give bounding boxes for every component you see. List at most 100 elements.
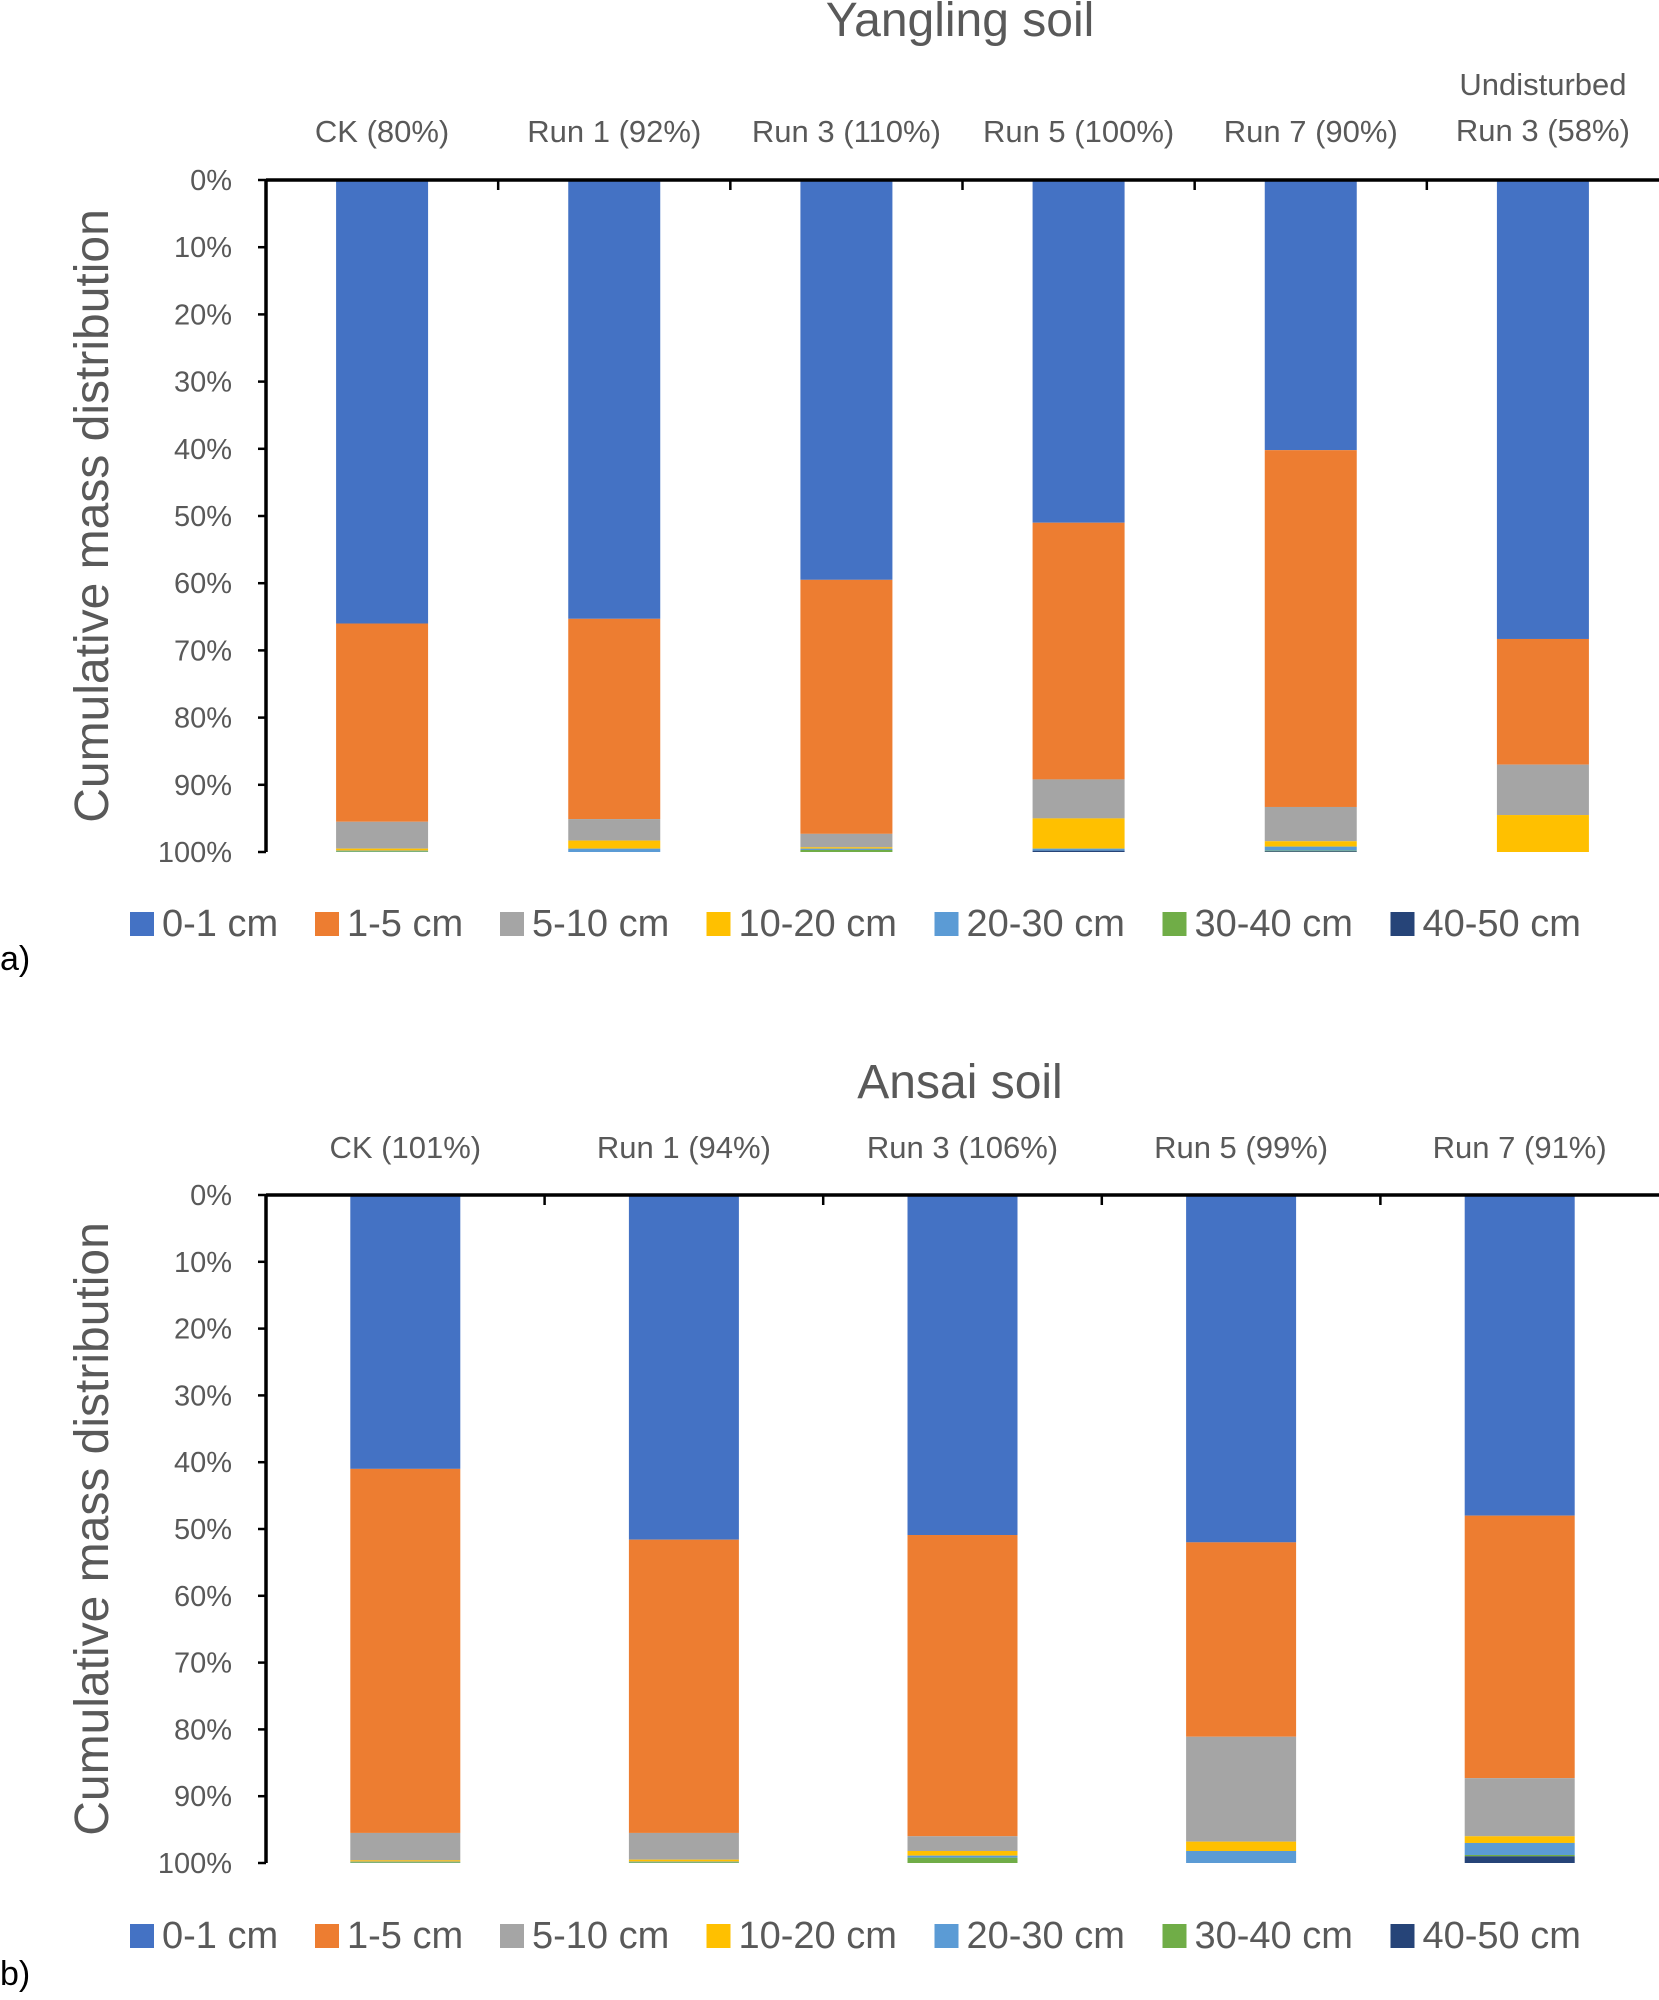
legend-label: 30-40 cm [1195,903,1353,945]
bar-segment [907,1850,1018,1856]
bar-segment [1464,1515,1575,1779]
bar-segment [907,1836,1018,1851]
legend-swatch [500,912,524,936]
bar-segment [1264,846,1357,851]
y-tick-label: 90% [174,770,232,802]
legend-label: 10-20 cm [739,903,897,945]
bar-segment [350,1195,461,1469]
legend-swatch [1162,1924,1187,1948]
y-tick-label: 60% [174,1581,232,1613]
bar-segment [800,848,893,850]
legend-swatch [934,1924,959,1948]
legend-swatch [706,912,731,936]
legend: 0-1 cm 1-5 cm 5-10 cm 10-20 cm 20-30 cm 30-40… [130,1915,1581,1957]
bar-segment [568,819,661,841]
legend: 0-1 cm 1-5 cm 5-10 cm 10-20 cm 20-30 cm 30-40… [130,903,1581,945]
bar-segment [1264,851,1357,852]
category-label: Run 5 (99%) [1154,1130,1328,1165]
category-label: Undisturbed Run 3 (58%) [1456,67,1630,148]
bar-segment [568,618,661,820]
bar-segment [1496,764,1589,816]
y-tick-label: 100% [158,1848,232,1880]
bar-segment [1186,1841,1297,1851]
bar-segment [628,1861,739,1863]
bar-segment [1496,638,1589,765]
legend-swatch [500,1924,524,1948]
chart-title: Ansai soil [857,1056,1062,1109]
bar-segment [568,848,661,852]
bar-segment [336,623,429,822]
y-tick-label: 50% [174,1514,232,1546]
legend-label: 1-5 cm [347,903,463,945]
bar-segment [1186,1195,1297,1543]
legend-swatch [706,1924,731,1948]
bar-segment [1264,850,1357,852]
bar-segment [1032,522,1125,780]
bar-segment [1186,1736,1297,1842]
bar-segment [350,1832,461,1861]
bar-segment [1186,1542,1297,1737]
legend-label: 0-1 cm [162,1915,278,1957]
bar-segment [628,1859,739,1862]
y-tick-label: 50% [174,501,232,533]
legend-swatch [315,912,339,936]
panel-label: a) [0,940,30,978]
y-tick-label: 10% [174,232,232,264]
bar-segment [350,1468,461,1833]
bar-segment [1464,1836,1575,1843]
y-tick-label: 30% [174,1380,232,1412]
bar-segment [907,1857,1018,1863]
bar-segment [1464,1854,1575,1857]
bar-segment [1032,818,1125,849]
y-axis-label: Cumulative mass distribution [66,209,119,823]
legend-label: 1-5 cm [347,1915,463,1957]
bar-segment [628,1539,739,1833]
bar-segment [350,1860,461,1862]
panel-label: b) [0,1955,30,1993]
bar-segment [1186,1850,1297,1863]
legend-swatch [315,1924,339,1948]
chart-yangling: Yangling soil CK (80%) Run 1 (92%) Run 3 (1… [0,0,1659,978]
legend-label: 40-50 cm [1423,1915,1581,1957]
chart-title: Yangling soil [826,0,1095,47]
bar-segment [1464,1842,1575,1855]
y-tick-label: 20% [174,1314,232,1346]
bar-segment [1032,848,1125,851]
legend-swatch [130,912,154,936]
chart-ansai: Ansai soil CK (101%) Run 1 (94%) Run 3 (106… [0,1056,1659,1993]
bar-segment [1264,180,1357,451]
legend-swatch [1390,912,1415,936]
legend-label: 30-40 cm [1195,1915,1353,1957]
bar-segment [1032,180,1125,523]
category-label: CK (80%) [315,114,449,149]
bar-segment [1032,779,1125,819]
bar-segment [1464,1195,1575,1516]
bar-segment [1464,1778,1575,1837]
bar-segment [350,1862,461,1863]
legend-label: 5-10 cm [532,1915,669,1957]
y-tick-label: 30% [174,367,232,399]
bar-segment [800,847,893,849]
legend-swatch [1162,912,1187,936]
legend-label: 10-20 cm [739,1915,897,1957]
bar-segment [568,180,661,619]
bar-segment [800,579,893,834]
bar-segment [800,849,893,852]
category-label: Run 1 (92%) [527,114,701,149]
category-label: CK (101%) [329,1130,481,1165]
y-tick-label: 80% [174,703,232,735]
legend-swatch [130,1924,154,1948]
y-tick-label: 0% [190,165,232,197]
bar-segment [1264,450,1357,807]
category-label: Run 3 (110%) [752,114,941,149]
legend-label: 5-10 cm [532,903,669,945]
bar-segment [1496,815,1589,852]
bar-segment [628,1195,739,1540]
bar-segment [1264,841,1357,847]
legend-label: 0-1 cm [162,903,278,945]
bar-segment [1496,180,1589,639]
bar-segment [628,1832,739,1860]
y-tick-label: 80% [174,1714,232,1746]
bar-segment [336,821,429,849]
bar-segment [350,1861,461,1863]
